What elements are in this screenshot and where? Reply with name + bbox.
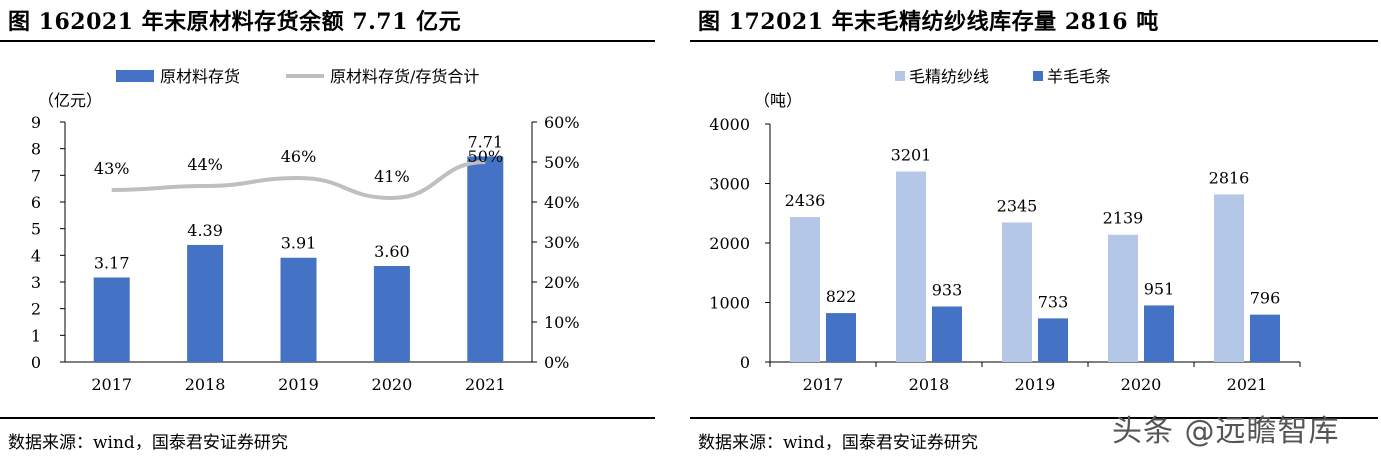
y-tick-label: 1000 bbox=[709, 294, 750, 313]
bar-raw-material-inventory bbox=[187, 244, 224, 362]
bar-wool-top bbox=[826, 313, 856, 362]
y2-tick-label: 20% bbox=[544, 273, 580, 292]
legend-label-yarn: 毛精纺纱线 bbox=[909, 67, 989, 86]
line-raw-material-share bbox=[111, 160, 486, 201]
x-tick-label: 2019 bbox=[1015, 375, 1056, 394]
line-value-label: 41% bbox=[374, 167, 410, 186]
legend-swatch-bar bbox=[116, 70, 154, 82]
right-figure-title: 图 172021 年末毛精纺纱线库存量 2816 吨 bbox=[698, 9, 1159, 35]
bar-value-label: 733 bbox=[1038, 292, 1069, 311]
y-tick-label: 8 bbox=[31, 140, 41, 159]
y-tick-label: 6 bbox=[31, 193, 41, 212]
bar-raw-material-inventory bbox=[373, 266, 410, 362]
watermark: 头条 @远瞻智库 bbox=[1112, 414, 1340, 449]
bar-wool-top bbox=[1038, 318, 1068, 362]
y2-tick-label: 40% bbox=[544, 193, 580, 212]
right-chart: 毛精纺纱线 羊毛毛条 （吨） 0 1000 2000 3000 4000 2436 3201 234… bbox=[709, 67, 1301, 394]
line-value-label: 43% bbox=[94, 159, 130, 178]
bar-raw-material-inventory bbox=[280, 257, 317, 362]
legend-swatch-wool-top bbox=[1033, 71, 1043, 81]
x-tick-label: 2018 bbox=[185, 375, 226, 394]
bar-value-label: 2816 bbox=[1209, 168, 1250, 187]
y2-tick-label: 0% bbox=[544, 353, 569, 372]
bar-raw-material-inventory bbox=[93, 277, 130, 362]
bar-value-label: 951 bbox=[1144, 279, 1175, 298]
bar-value-label: 822 bbox=[826, 287, 857, 306]
left-figure-title: 图 162021 年末原材料存货余额 7.71 亿元 bbox=[8, 9, 462, 35]
bar-worsted-yarn bbox=[790, 217, 820, 362]
bar-worsted-yarn bbox=[1108, 234, 1138, 362]
bar-worsted-yarn bbox=[1002, 222, 1032, 362]
x-tick-label: 2017 bbox=[803, 375, 844, 394]
legend-swatch-yarn bbox=[895, 71, 905, 81]
legend-label-line: 原材料存货/存货合计 bbox=[330, 67, 479, 86]
right-bottom-rule bbox=[690, 417, 1378, 419]
y2-tick-label: 10% bbox=[544, 313, 580, 332]
y-tick-label: 3 bbox=[31, 273, 41, 292]
x-tick-label: 2018 bbox=[909, 375, 950, 394]
y-tick-label: 4 bbox=[31, 246, 41, 265]
bar-value-label: 3201 bbox=[891, 146, 932, 165]
bar-value-label: 796 bbox=[1250, 289, 1281, 308]
y-tick-label: 5 bbox=[31, 220, 41, 239]
left-title-rule bbox=[0, 40, 655, 42]
x-tick-label: 2019 bbox=[278, 375, 319, 394]
bar-value-label: 933 bbox=[932, 280, 963, 299]
y-tick-label: 7 bbox=[31, 166, 41, 185]
x-tick-label: 2021 bbox=[1227, 375, 1268, 394]
x-tick-label: 2017 bbox=[91, 375, 132, 394]
y-tick-label: 0 bbox=[31, 353, 41, 372]
y-tick-label: 0 bbox=[740, 353, 750, 372]
bar-raw-material-inventory bbox=[467, 156, 504, 362]
left-source-note: 数据来源：wind，国泰君安证券研究 bbox=[8, 433, 288, 453]
line-value-label: 44% bbox=[187, 155, 223, 174]
line-value-label: 46% bbox=[281, 147, 317, 166]
right-source-note: 数据来源：wind，国泰君安证券研究 bbox=[698, 433, 978, 453]
y2-tick-label: 50% bbox=[544, 153, 580, 172]
y-tick-label: 2 bbox=[31, 300, 41, 319]
bar-worsted-yarn bbox=[896, 171, 926, 362]
right-title-rule bbox=[690, 40, 1378, 42]
line-value-label: 50% bbox=[468, 147, 504, 166]
bar-wool-top bbox=[1250, 314, 1280, 362]
y-tick-label: 4000 bbox=[709, 115, 750, 134]
bar-value-label: 2139 bbox=[1103, 209, 1144, 228]
y-tick-label: 9 bbox=[31, 113, 41, 132]
left-chart: 原材料存货 原材料存货/存货合计 （亿元） 0 1 2 3 4 5 6 7 8 9 0% 10% 20% 30%… bbox=[31, 67, 580, 394]
bar-value-label: 3.17 bbox=[94, 253, 130, 272]
bar-wool-top bbox=[1144, 305, 1174, 362]
y-tick-label: 2000 bbox=[709, 234, 750, 253]
bar-value-label: 4.39 bbox=[187, 221, 223, 240]
x-tick-label: 2020 bbox=[1121, 375, 1162, 394]
bar-value-label: 7.71 bbox=[467, 132, 503, 151]
y2-tick-label: 60% bbox=[544, 113, 580, 132]
bar-value-label: 2436 bbox=[785, 191, 826, 210]
y-tick-label: 3000 bbox=[709, 175, 750, 194]
y-axis-unit: （亿元） bbox=[38, 91, 102, 110]
bar-value-label: 3.60 bbox=[374, 242, 410, 261]
left-figure: 图 162021 年末原材料存货余额 7.71 亿元 原材料存货 原材料存货/存货… bbox=[0, 0, 665, 462]
bar-value-label: 3.91 bbox=[281, 234, 317, 253]
bar-value-label: 2345 bbox=[997, 196, 1038, 215]
x-tick-label: 2021 bbox=[465, 375, 506, 394]
y-axis-unit: （吨） bbox=[754, 91, 802, 110]
x-tick-label: 2020 bbox=[372, 375, 413, 394]
y2-tick-label: 30% bbox=[544, 233, 580, 252]
bar-wool-top bbox=[932, 306, 962, 362]
legend-label-bar: 原材料存货 bbox=[160, 67, 240, 86]
bar-worsted-yarn bbox=[1214, 194, 1244, 362]
legend-label-wool-top: 羊毛毛条 bbox=[1047, 67, 1111, 86]
y-tick-label: 1 bbox=[31, 326, 41, 345]
right-figure: 图 172021 年末毛精纺纱线库存量 2816 吨 毛精纺纱线 羊毛毛条 （吨） 0… bbox=[690, 0, 1381, 462]
left-bottom-rule bbox=[0, 417, 655, 419]
